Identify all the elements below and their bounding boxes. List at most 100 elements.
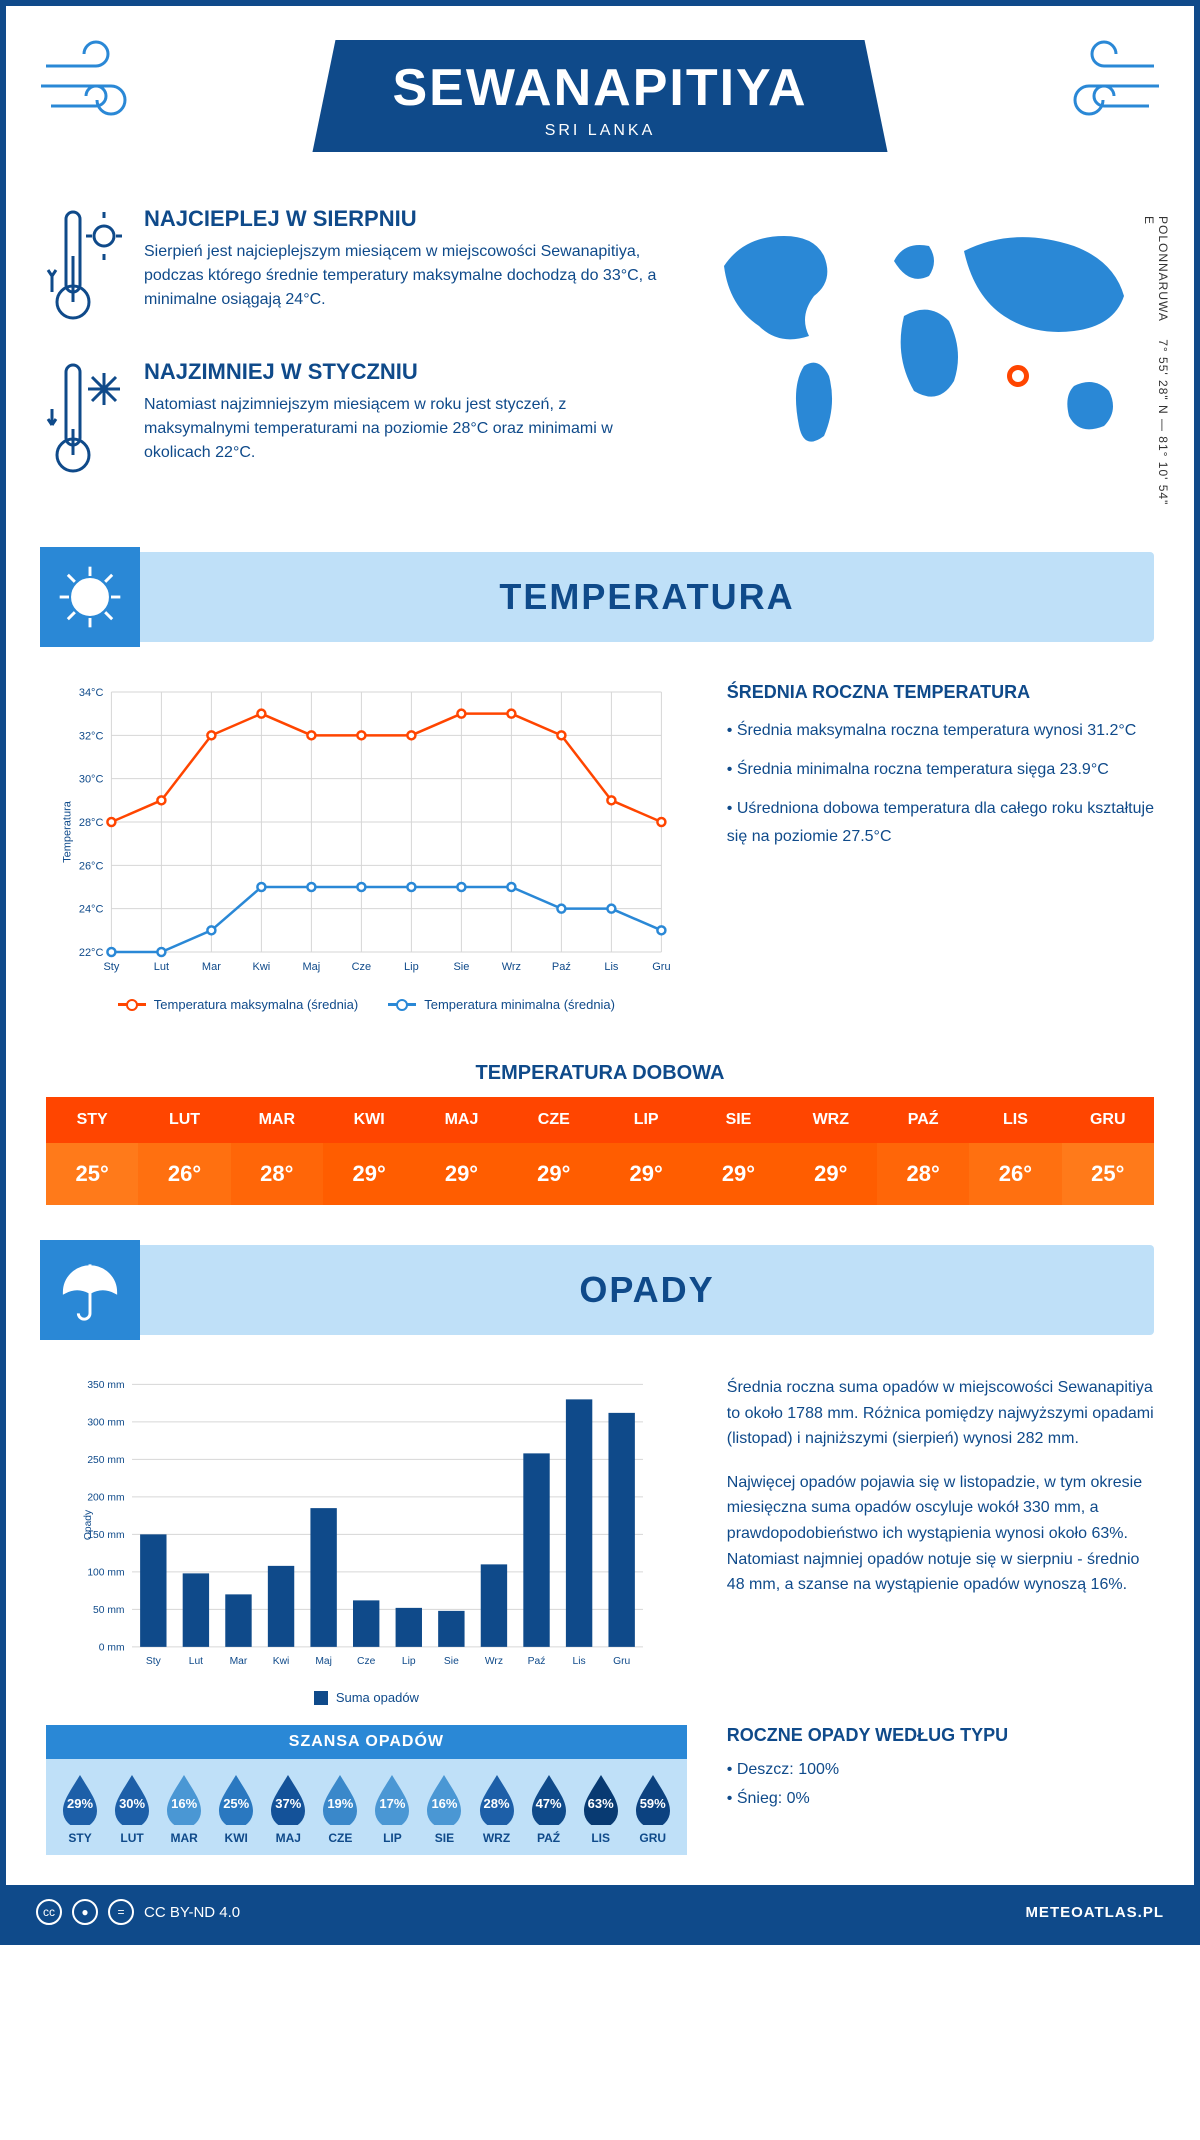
svg-text:350 mm: 350 mm [87, 1380, 124, 1391]
nd-icon: = [108, 1899, 134, 1925]
chance-col: 29% STY [54, 1773, 106, 1845]
svg-text:Lis: Lis [604, 961, 619, 973]
rain-section-header: OPADY [46, 1245, 1154, 1335]
svg-text:Kwi: Kwi [253, 961, 271, 973]
svg-text:100 mm: 100 mm [87, 1568, 124, 1579]
chance-col: 16% MAR [158, 1773, 210, 1845]
sun-icon [40, 547, 140, 647]
cc-icon: cc [36, 1899, 62, 1925]
rain-title: OPADY [140, 1269, 1154, 1311]
daily-col: GRU 25° [1062, 1097, 1154, 1205]
svg-text:Maj: Maj [315, 1656, 332, 1667]
chance-col: 19% CZE [314, 1773, 366, 1845]
coldest-text: NAJZIMNIEJ W STYCZNIU Natomiast najzimni… [144, 359, 664, 484]
hottest-text: NAJCIEPLEJ W SIERPNIU Sierpień jest najc… [144, 206, 664, 331]
wind-icon [1044, 36, 1164, 136]
chance-month: WRZ [471, 1831, 523, 1845]
raindrop-icon: 16% [163, 1773, 205, 1825]
svg-text:Gru: Gru [652, 961, 670, 973]
chance-month: SIE [418, 1831, 470, 1845]
world-map-box: POLONNARUWA 7° 55' 28" N — 81° 10' 54" E [694, 206, 1154, 512]
hottest-block: NAJCIEPLEJ W SIERPNIU Sierpień jest najc… [46, 206, 664, 331]
rain-p1: Średnia roczna suma opadów w miejscowośc… [727, 1375, 1154, 1452]
svg-text:Kwi: Kwi [273, 1656, 290, 1667]
svg-text:50 mm: 50 mm [93, 1605, 124, 1616]
chance-col: 59% GRU [627, 1773, 679, 1845]
temperature-section-header: TEMPERATURA [46, 552, 1154, 642]
chance-col: 25% KWI [210, 1773, 262, 1845]
raindrop-icon: 47% [528, 1773, 570, 1825]
daily-col: LIS 26° [969, 1097, 1061, 1205]
temp-info-title: ŚREDNIA ROCZNA TEMPERATURA [727, 682, 1154, 703]
chance-col: 63% LIS [575, 1773, 627, 1845]
license-block: cc ● = CC BY-ND 4.0 [36, 1899, 240, 1925]
temperature-title: TEMPERATURA [140, 576, 1154, 618]
svg-text:Cze: Cze [357, 1656, 376, 1667]
daily-col: STY 25° [46, 1097, 138, 1205]
legend-min: Temperatura minimalna (średnia) [388, 997, 615, 1012]
intro-section: NAJCIEPLEJ W SIERPNIU Sierpień jest najc… [6, 186, 1194, 542]
rain-lower-row: SZANSA OPADÓW 29% STY 30% LUT 16% MAR [6, 1725, 1194, 1885]
chance-month: KWI [210, 1831, 262, 1845]
chance-col: 16% SIE [418, 1773, 470, 1845]
raindrop-icon: 29% [59, 1773, 101, 1825]
raindrop-icon: 28% [476, 1773, 518, 1825]
svg-text:Sty: Sty [103, 961, 119, 973]
svg-text:250 mm: 250 mm [87, 1455, 124, 1466]
rain-by-type: ROCZNE OPADY WEDŁUG TYPU • Deszcz: 100%•… [727, 1725, 1154, 1855]
temperature-info: ŚREDNIA ROCZNA TEMPERATURA • Średnia mak… [727, 682, 1154, 1012]
daily-col: KWI 29° [323, 1097, 415, 1205]
temperature-chart: 22°C24°C26°C28°C30°C32°C34°CStyLutMarKwi… [46, 682, 687, 1012]
svg-text:Temperatura: Temperatura [61, 800, 73, 863]
coldest-title: NAJZIMNIEJ W STYCZNIU [144, 359, 664, 385]
chance-month: CZE [314, 1831, 366, 1845]
temperature-content: 22°C24°C26°C28°C30°C32°C34°CStyLutMarKwi… [6, 652, 1194, 1042]
svg-text:Lip: Lip [402, 1656, 416, 1667]
svg-text:Mar: Mar [202, 961, 221, 973]
raindrop-icon: 19% [319, 1773, 361, 1825]
umbrella-icon [40, 1240, 140, 1340]
coordinates-label: POLONNARUWA 7° 55' 28" N — 81° 10' 54" E [1142, 216, 1170, 512]
svg-text:Lut: Lut [189, 1656, 203, 1667]
daily-col: CZE 29° [508, 1097, 600, 1205]
hottest-title: NAJCIEPLEJ W SIERPNIU [144, 206, 664, 232]
chance-col: 30% LUT [106, 1773, 158, 1845]
chance-col: 17% LIP [366, 1773, 418, 1845]
city-title: SEWANAPITIYA [392, 58, 807, 118]
title-banner: SEWANAPITIYA SRI LANKA [312, 40, 887, 152]
site-name: METEOATLAS.PL [1025, 1904, 1164, 1921]
daily-col: LIP 29° [600, 1097, 692, 1205]
chance-col: 28% WRZ [471, 1773, 523, 1845]
by-type-item: • Deszcz: 100% [727, 1756, 1154, 1785]
world-map-icon [694, 206, 1154, 466]
chance-title: SZANSA OPADÓW [46, 1725, 687, 1759]
location-marker-icon [1007, 365, 1029, 387]
header: SEWANAPITIYA SRI LANKA [6, 6, 1194, 186]
raindrop-icon: 16% [423, 1773, 465, 1825]
chance-month: LIS [575, 1831, 627, 1845]
raindrop-icon: 17% [371, 1773, 413, 1825]
daily-col: WRZ 29° [785, 1097, 877, 1205]
infographic-page: SEWANAPITIYA SRI LANKA [0, 0, 1200, 1945]
temp-bullet: • Średnia maksymalna roczna temperatura … [727, 717, 1154, 744]
coldest-block: NAJZIMNIEJ W STYCZNIU Natomiast najzimni… [46, 359, 664, 484]
chance-month: PAŹ [523, 1831, 575, 1845]
daily-col: MAJ 29° [415, 1097, 507, 1205]
daily-col: PAŹ 28° [877, 1097, 969, 1205]
svg-text:Lut: Lut [154, 961, 169, 973]
wind-icon [36, 36, 156, 136]
svg-text:24°C: 24°C [79, 904, 104, 916]
rain-chart: 0 mm50 mm100 mm150 mm200 mm250 mm300 mm3… [46, 1375, 687, 1705]
chance-month: MAR [158, 1831, 210, 1845]
chance-month: STY [54, 1831, 106, 1845]
daily-col: SIE 29° [692, 1097, 784, 1205]
by-icon: ● [72, 1899, 98, 1925]
svg-text:300 mm: 300 mm [87, 1418, 124, 1429]
daily-col: LUT 26° [138, 1097, 230, 1205]
thermometer-cold-icon [46, 359, 126, 484]
temperature-legend: Temperatura maksymalna (średnia) Tempera… [46, 997, 687, 1012]
raindrop-icon: 63% [580, 1773, 622, 1825]
svg-text:34°C: 34°C [79, 687, 104, 699]
svg-text:32°C: 32°C [79, 730, 104, 742]
chance-month: LIP [366, 1831, 418, 1845]
